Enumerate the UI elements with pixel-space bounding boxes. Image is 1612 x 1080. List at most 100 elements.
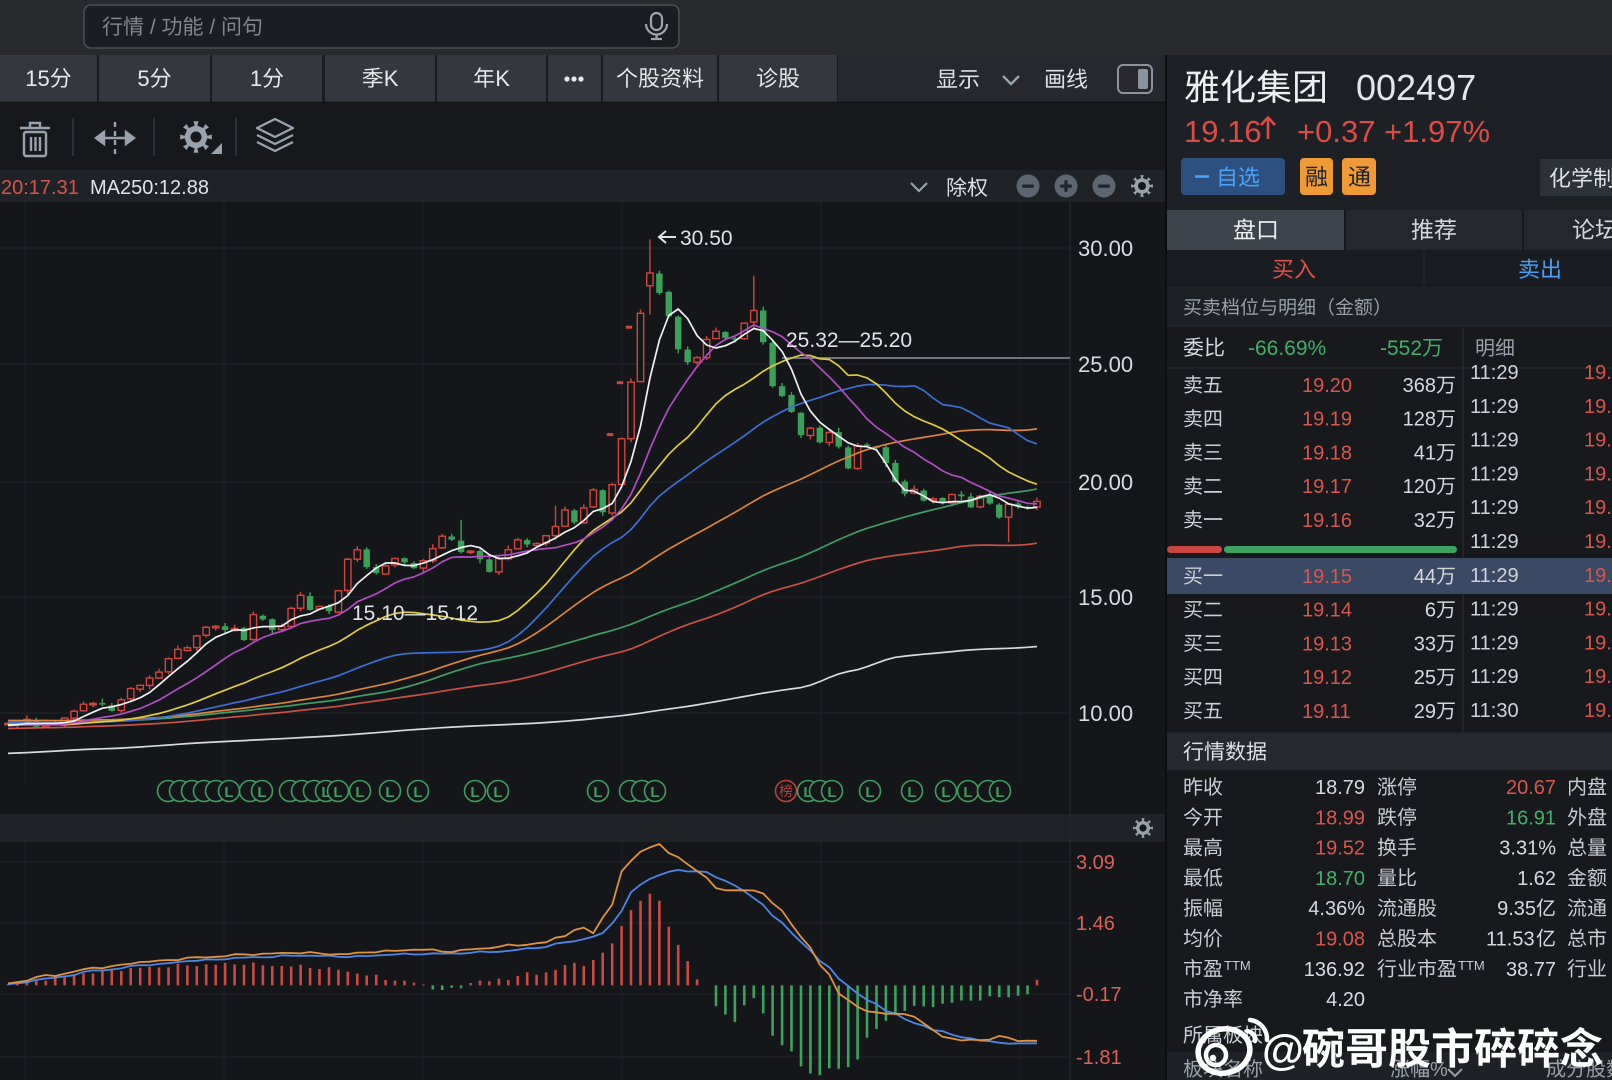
svg-text:20:17.31: 20:17.31 xyxy=(1,177,79,199)
svg-text:L: L xyxy=(963,784,972,801)
svg-text:L: L xyxy=(333,784,342,801)
svg-text:15.00: 15.00 xyxy=(1078,585,1133,610)
svg-text:19.1: 19.1 xyxy=(1584,666,1612,688)
svg-text:4.20: 4.20 xyxy=(1326,989,1365,1011)
svg-text:/: / xyxy=(204,16,222,39)
svg-text:L: L xyxy=(865,784,874,801)
svg-text:19.15: 19.15 xyxy=(1302,566,1352,588)
svg-text:11:29: 11:29 xyxy=(1470,632,1519,654)
svg-text:+0.37: +0.37 xyxy=(1297,114,1375,149)
svg-text:4.36%: 4.36% xyxy=(1308,898,1365,920)
svg-text:25: 25 xyxy=(1414,667,1436,689)
svg-text:19.1: 19.1 xyxy=(1584,565,1612,587)
svg-text:11.53: 11.53 xyxy=(1486,929,1535,951)
svg-text:18.70: 18.70 xyxy=(1315,868,1365,890)
svg-text:19.1: 19.1 xyxy=(1584,632,1612,654)
svg-text:3.31%: 3.31% xyxy=(1499,838,1556,860)
svg-text:+1.97%: +1.97% xyxy=(1384,114,1490,149)
svg-text:15.10—15.12: 15.10—15.12 xyxy=(352,602,478,625)
svg-text:L: L xyxy=(941,784,950,801)
svg-text:L: L xyxy=(803,784,812,801)
svg-text:-66.69%: -66.69% xyxy=(1248,337,1326,360)
svg-text:L: L xyxy=(493,784,502,801)
svg-text:%: % xyxy=(1430,1059,1448,1080)
svg-text:9.35: 9.35 xyxy=(1497,898,1536,920)
svg-text:25.00: 25.00 xyxy=(1078,352,1133,377)
svg-text:L: L xyxy=(355,784,364,801)
svg-text:L: L xyxy=(385,784,394,801)
svg-text:L: L xyxy=(907,784,916,801)
svg-text:5: 5 xyxy=(137,66,149,91)
svg-text:L: L xyxy=(413,784,422,801)
svg-text:11:29: 11:29 xyxy=(1470,497,1519,519)
svg-text:002497: 002497 xyxy=(1356,67,1476,108)
svg-text:19.16: 19.16 xyxy=(1184,114,1262,149)
svg-text:19.1: 19.1 xyxy=(1584,700,1612,722)
svg-text:K: K xyxy=(384,66,399,91)
svg-text:1.46: 1.46 xyxy=(1076,913,1115,935)
svg-text:19.17: 19.17 xyxy=(1302,476,1352,498)
svg-text:19.12: 19.12 xyxy=(1302,667,1352,689)
svg-text:20.00: 20.00 xyxy=(1078,470,1133,495)
svg-text:368: 368 xyxy=(1403,375,1436,397)
svg-text:38.77: 38.77 xyxy=(1506,959,1556,981)
svg-text:3.09: 3.09 xyxy=(1076,852,1115,874)
svg-text:128: 128 xyxy=(1403,409,1436,431)
svg-text:16.91: 16.91 xyxy=(1506,807,1556,829)
svg-text:25.32—25.20: 25.32—25.20 xyxy=(786,329,912,352)
svg-text:L: L xyxy=(470,784,479,801)
svg-text:15: 15 xyxy=(25,66,49,91)
svg-text:L: L xyxy=(593,784,602,801)
svg-text:11:29: 11:29 xyxy=(1470,430,1519,452)
svg-text:19.13: 19.13 xyxy=(1302,633,1352,655)
svg-text:L: L xyxy=(827,784,836,801)
svg-text:19.16: 19.16 xyxy=(1302,510,1352,532)
svg-text:136.92: 136.92 xyxy=(1304,959,1365,981)
svg-text:30.50: 30.50 xyxy=(680,227,733,250)
svg-text:1: 1 xyxy=(250,66,262,91)
svg-text:6: 6 xyxy=(1425,600,1436,622)
svg-text:32: 32 xyxy=(1414,510,1436,532)
svg-text:/: / xyxy=(144,16,162,39)
svg-text:120: 120 xyxy=(1403,476,1436,498)
svg-text:44: 44 xyxy=(1414,566,1436,588)
svg-text:11:29: 11:29 xyxy=(1470,362,1519,384)
svg-text:19.1: 19.1 xyxy=(1584,396,1612,418)
svg-text:33: 33 xyxy=(1414,633,1436,655)
svg-text:TTM: TTM xyxy=(1224,958,1251,973)
svg-text:19.19: 19.19 xyxy=(1302,409,1352,431)
svg-text:18.79: 18.79 xyxy=(1315,777,1365,799)
svg-text:41: 41 xyxy=(1414,442,1436,464)
svg-text:-552: -552 xyxy=(1380,337,1422,360)
svg-text:19.20: 19.20 xyxy=(1302,375,1352,397)
svg-text:@: @ xyxy=(1262,1026,1304,1074)
svg-text:K: K xyxy=(495,66,510,91)
svg-text:L: L xyxy=(995,784,1004,801)
svg-text:10.00: 10.00 xyxy=(1078,701,1133,726)
svg-text:L: L xyxy=(224,784,233,801)
svg-text:19.1: 19.1 xyxy=(1584,362,1612,384)
svg-text:18.99: 18.99 xyxy=(1315,807,1365,829)
svg-text:29: 29 xyxy=(1414,701,1436,723)
svg-text:MA250:12.88: MA250:12.88 xyxy=(90,177,209,199)
svg-text:30.00: 30.00 xyxy=(1078,236,1133,261)
svg-text:11:29: 11:29 xyxy=(1470,599,1519,621)
svg-text:L: L xyxy=(321,784,330,801)
svg-text:19.11: 19.11 xyxy=(1302,701,1351,723)
svg-text:1.62: 1.62 xyxy=(1517,868,1556,890)
svg-text:11:30: 11:30 xyxy=(1470,700,1519,722)
svg-text:19.1: 19.1 xyxy=(1584,497,1612,519)
svg-text:19.14: 19.14 xyxy=(1302,600,1352,622)
svg-text:20.67: 20.67 xyxy=(1506,777,1556,799)
svg-text:11:29: 11:29 xyxy=(1470,396,1519,418)
svg-text:19.08: 19.08 xyxy=(1315,929,1365,951)
svg-text:19.1: 19.1 xyxy=(1584,599,1612,621)
svg-text:19.52: 19.52 xyxy=(1315,838,1365,860)
svg-text:11:29: 11:29 xyxy=(1470,463,1519,485)
svg-text:TTM: TTM xyxy=(1458,958,1485,973)
svg-text:11:29: 11:29 xyxy=(1470,531,1519,553)
svg-text:19.1: 19.1 xyxy=(1584,531,1612,553)
svg-text:L: L xyxy=(257,784,266,801)
svg-text:L: L xyxy=(650,784,659,801)
svg-text:-1.81: -1.81 xyxy=(1076,1047,1122,1069)
